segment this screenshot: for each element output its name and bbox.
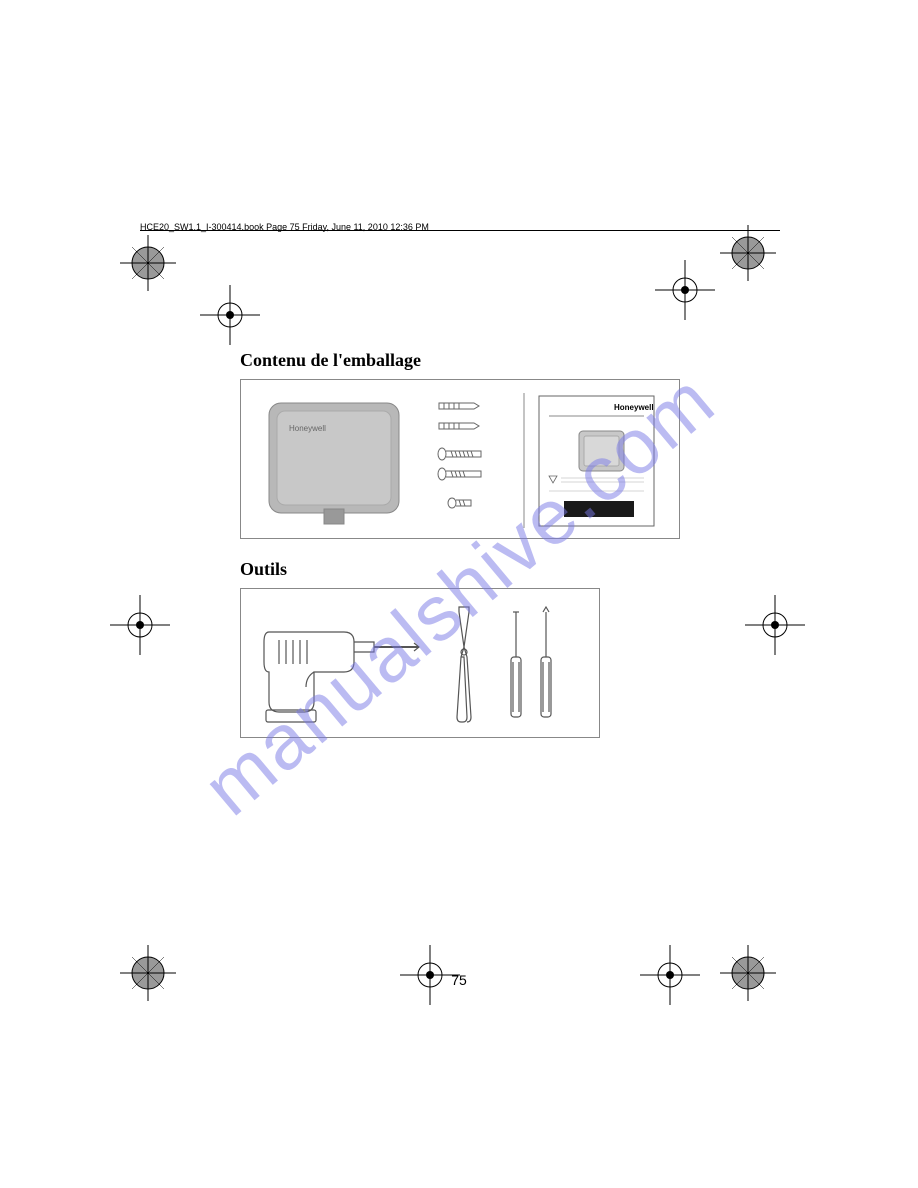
content-area: Contenu de l'emballage Honeywell [240, 330, 680, 738]
page-number: 75 [451, 972, 467, 988]
crop-mark-icon [745, 595, 805, 655]
svg-text:Honeywell: Honeywell [614, 403, 654, 412]
crop-mark-icon [655, 260, 715, 320]
figure-tools [240, 588, 600, 738]
crop-mark-icon [120, 235, 200, 315]
section2-title: Outils [240, 559, 680, 580]
crop-line [140, 230, 780, 231]
crop-mark-icon [120, 945, 200, 1025]
figure-package-contents: Honeywell [240, 379, 680, 539]
crop-mark-icon [640, 945, 700, 1005]
crop-mark-icon [110, 595, 170, 655]
product-brand-label: Honeywell [289, 424, 326, 433]
crop-mark-icon [720, 945, 800, 1025]
section1-title: Contenu de l'emballage [240, 350, 680, 371]
crop-mark-icon [720, 225, 800, 305]
